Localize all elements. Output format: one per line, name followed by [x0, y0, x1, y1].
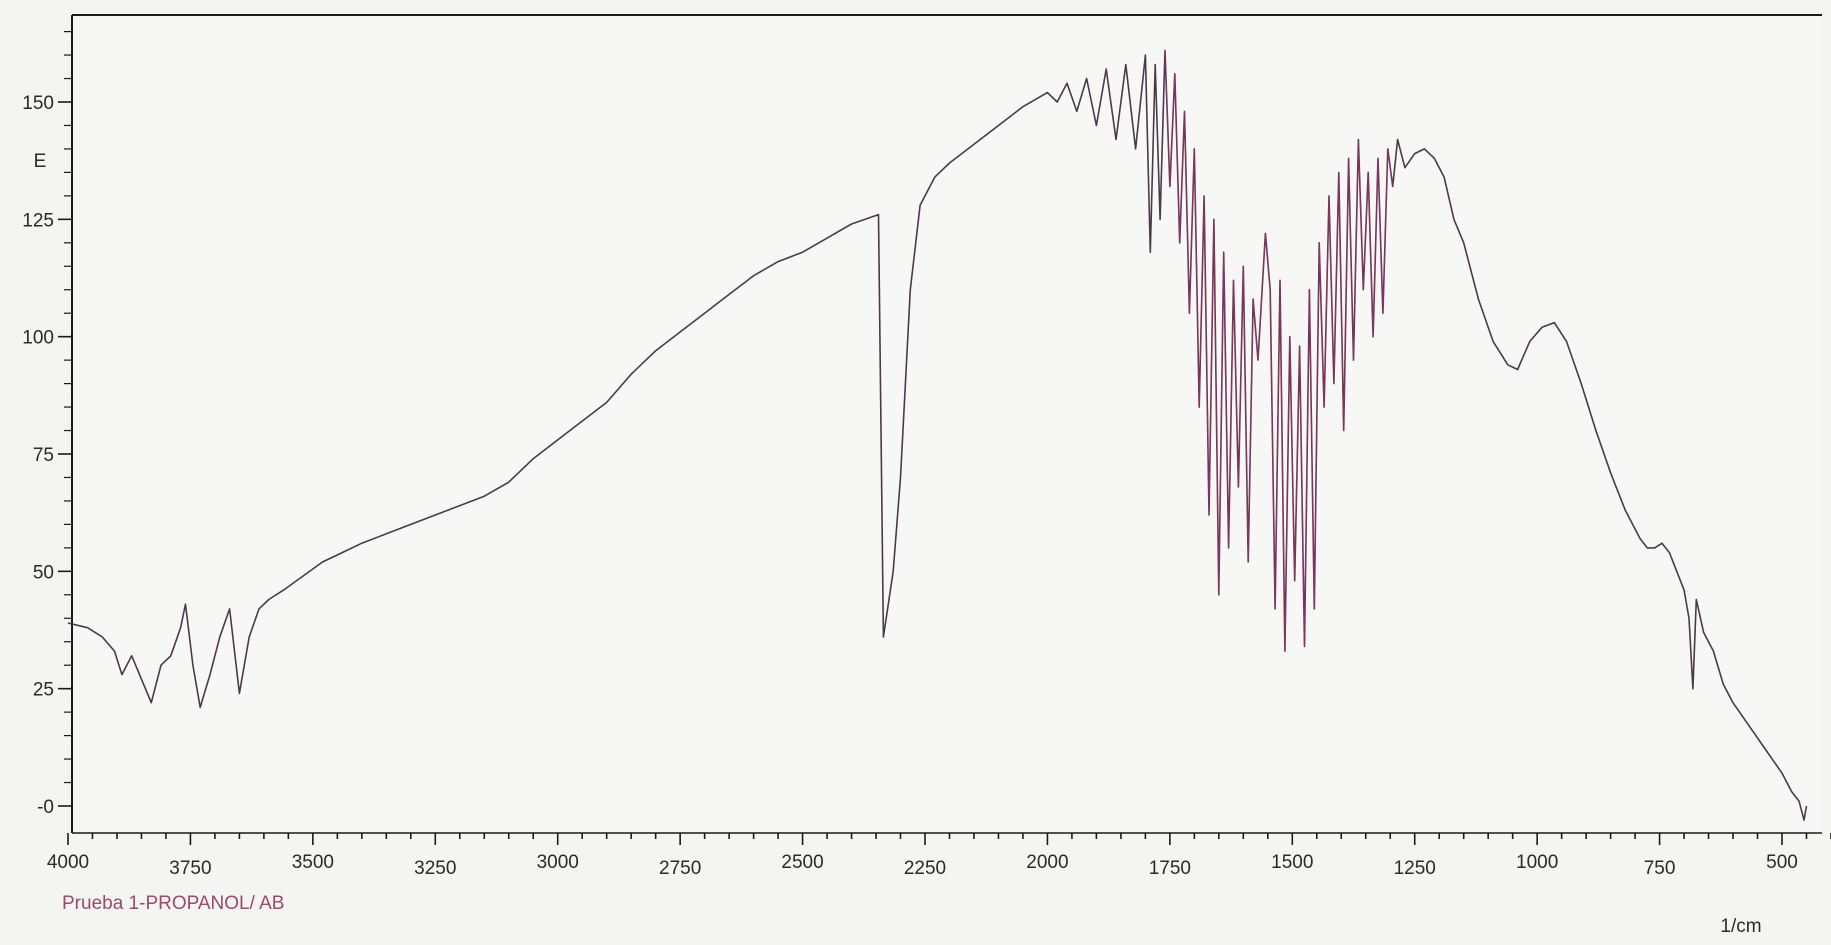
x-tick-label: 2500: [781, 852, 823, 873]
x-tick-label: 500: [1766, 852, 1798, 873]
x-tick-label: 3750: [169, 858, 211, 879]
x-axis-ticks: [67, 833, 1831, 845]
x-tick-label: 1250: [1394, 858, 1436, 879]
y-tick-label: 125: [22, 210, 54, 231]
x-tick-label: 1000: [1516, 852, 1558, 873]
x-tick-label: 3000: [537, 852, 579, 873]
x-tick-label: 1750: [1149, 858, 1191, 879]
x-tick-label: 2750: [659, 858, 701, 879]
x-tick-label: 2000: [1026, 852, 1068, 873]
x-tick-label: 3250: [414, 858, 456, 879]
y-tick-label: 25: [33, 680, 54, 701]
y-tick-label: -0: [37, 797, 54, 818]
y-tick-label: 150: [22, 93, 54, 114]
x-axis-tick-labels: 4000 3750 3500 3250 3000 2750 2500 2250 2000 1750…: [47, 852, 1798, 879]
x-tick-label: 2250: [904, 858, 946, 879]
x-tick-label: 3500: [292, 852, 334, 873]
x-tick-label: 1500: [1271, 852, 1313, 873]
y-axis-tick-labels: -0 25 50 75 100 125 150: [22, 93, 54, 818]
y-tick-label: 75: [33, 445, 54, 466]
y-tick-label: 100: [22, 328, 54, 349]
plot-area: [72, 15, 1822, 833]
y-tick-label: 50: [33, 562, 54, 583]
x-tick-label: 4000: [47, 852, 89, 873]
y-axis-label: E: [34, 151, 47, 172]
spectrum-series: [67, 49, 1808, 821]
x-axis-unit: 1/cm: [1720, 916, 1761, 937]
x-tick-label: 750: [1644, 858, 1676, 879]
sample-caption: Prueba 1-PROPANOL/ AB: [62, 893, 284, 914]
plot-frame: [71, 14, 1822, 834]
spectrum-trace-highlight: [1164, 50, 1394, 652]
y-axis-ticks: [58, 31, 72, 807]
